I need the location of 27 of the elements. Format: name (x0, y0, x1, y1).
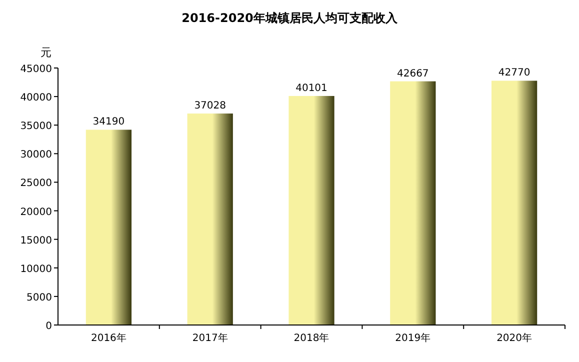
y-tick-label: 0 (46, 321, 52, 332)
x-tick-label: 2017年 (192, 332, 228, 344)
bar (491, 80, 538, 325)
y-tick-label: 35000 (20, 121, 52, 132)
bar (86, 130, 132, 325)
chart-title: 2016-2020年城镇居民人均可支配收入 (182, 11, 398, 25)
bar (390, 81, 436, 325)
y-tick-label: 40000 (20, 92, 52, 104)
data-label: 34190 (92, 116, 125, 128)
bar (187, 114, 233, 325)
x-tick-label: 2020年 (496, 332, 532, 344)
y-tick-label: 30000 (20, 150, 52, 161)
y-tick-label: 15000 (20, 235, 52, 246)
x-tick-label: 2018年 (294, 332, 330, 344)
x-tick-label: 2019年 (395, 332, 431, 344)
y-tick-label: 5000 (26, 292, 52, 304)
x-tick-label: 2016年 (90, 332, 126, 344)
y-tick-label: 25000 (20, 178, 52, 190)
data-label: 40101 (296, 82, 328, 94)
y-tick-label: 10000 (20, 264, 52, 275)
bar (288, 96, 334, 325)
y-tick-label: 20000 (20, 206, 52, 218)
y-axis-title: 元 (40, 46, 52, 59)
data-label: 37028 (194, 100, 226, 112)
data-label: 42770 (498, 68, 530, 79)
y-tick-label: 45000 (20, 64, 52, 75)
data-label: 42667 (396, 68, 429, 80)
